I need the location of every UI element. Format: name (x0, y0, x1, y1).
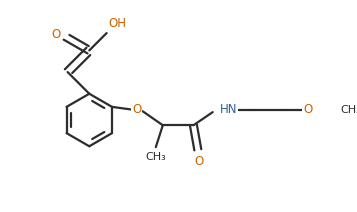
Text: O: O (132, 103, 141, 116)
Text: O: O (303, 103, 313, 116)
Text: HN: HN (220, 103, 237, 116)
Text: O: O (194, 155, 203, 168)
Text: CH₃: CH₃ (341, 105, 357, 114)
Text: OH: OH (109, 17, 126, 31)
Text: O: O (52, 28, 61, 41)
Text: CH₃: CH₃ (145, 152, 166, 162)
